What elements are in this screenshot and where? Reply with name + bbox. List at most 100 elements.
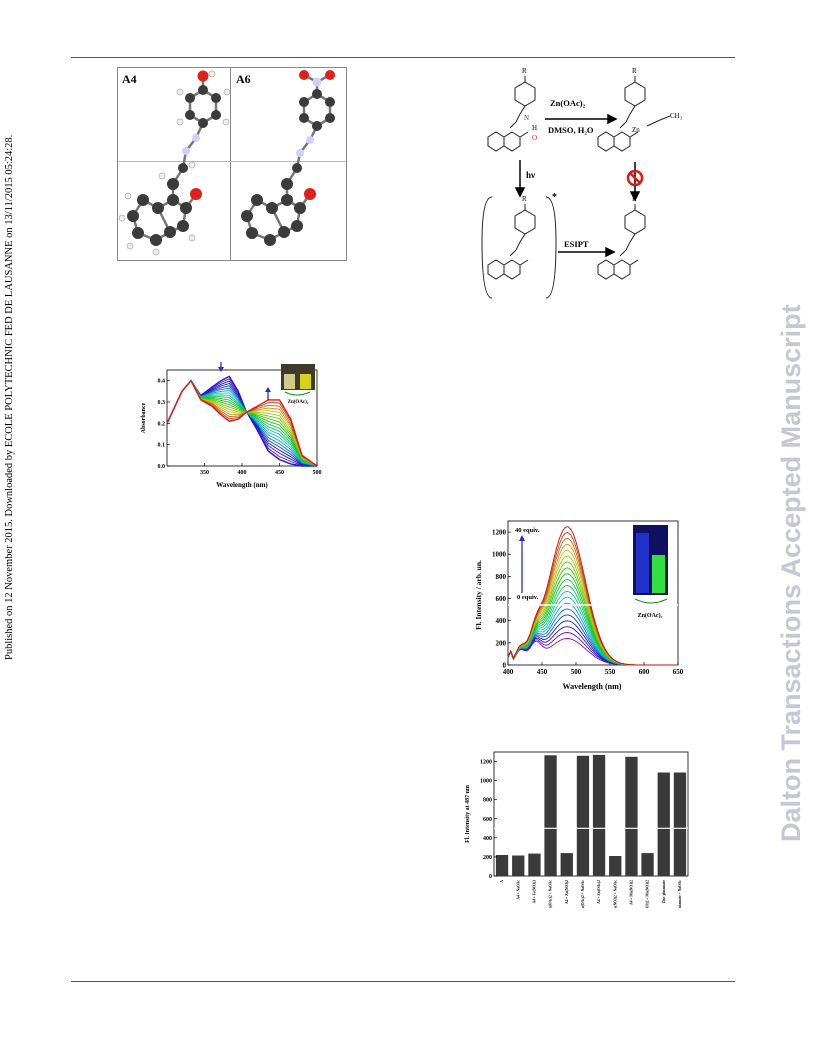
bar-category-label: A (500, 880, 504, 883)
prohibited-icon (626, 169, 644, 187)
fluorescence-ytick-label: 200 (496, 639, 507, 647)
absorbance-series-line (166, 379, 318, 467)
bar-ytick-label: 1000 (480, 779, 492, 785)
fluorescence-xtick-label: 550 (605, 668, 616, 676)
scheme-reagent-zn: Zn(OAc)₂ (550, 98, 586, 108)
bar-ytick-label: 200 (483, 855, 492, 861)
absorbance-series-line (166, 379, 318, 467)
absorbance-series-line (166, 379, 318, 467)
bar (576, 755, 590, 876)
fluorescence-inset-label: Zn(OAc)₂ (638, 612, 663, 619)
bar-category-label: A4 + Zn(OAc)2 + NaOAc (581, 880, 585, 908)
bar (592, 754, 606, 876)
absorbance-series-line (166, 379, 318, 467)
absorbance-series-line (166, 379, 318, 467)
bar (528, 853, 541, 876)
fluorescence-plot-frame (507, 520, 679, 666)
scheme-excited-star: * (552, 192, 557, 203)
absorbance-xtick-label: 450 (275, 470, 284, 476)
bar-category-label: A4 + Zn(OAc)2 + NaOAc (549, 880, 553, 908)
structures-midline (118, 161, 346, 162)
structures-divider (230, 68, 231, 260)
fluorescence-annotation-top: 40 equiv. (515, 527, 540, 534)
absorbance-xlabel: Wavelength (nm) (216, 481, 268, 489)
fluorescence-series-group (507, 526, 677, 666)
scheme-r-label-3: R (522, 195, 527, 203)
bar-ylabel: Fl. Intensity at 487 nm (465, 785, 471, 843)
scheme-r-label-4: R (632, 195, 637, 203)
bar (625, 756, 638, 876)
bar (512, 855, 525, 876)
bar (544, 755, 557, 876)
fluorescence-xlabel: Wavelength (nm) (563, 682, 622, 691)
fluorescence-xtick-label: 400 (503, 668, 514, 676)
absorbance-ytick-label: 0.4 (158, 379, 166, 385)
bar-ytick-label: 600 (483, 817, 492, 823)
bar (673, 772, 687, 876)
fluorescence-chart: 400 450 500 550 600 650020040060080010001200 … (474, 520, 684, 691)
structure-label-a4: A4 (122, 72, 137, 86)
scheme-r-label-1: R (522, 67, 527, 75)
bar-category-label: A4 + Zn(NO3)2 + Mn(NO3)2 (646, 880, 650, 908)
bar (657, 772, 670, 876)
absorbance-series-line (166, 379, 318, 467)
footer-rule (71, 981, 735, 982)
fluorescence-ytick-label: 0 (503, 662, 507, 670)
absorbance-series-line (166, 379, 318, 467)
absorbance-series-line (166, 379, 318, 467)
bar (495, 855, 509, 876)
bar (641, 853, 654, 876)
header-rule (71, 57, 735, 58)
scheme-zn-label: Zn (632, 126, 640, 134)
fluorescence-xtick-label: 600 (639, 668, 650, 676)
reaction-scheme: R R R R N O H Zn CH₃ Zn(OAc)₂ DMSO, H₂O … (481, 67, 683, 299)
bar-ticks: 0 200 400 600 800 1000 1200 (480, 760, 497, 880)
bar-ytick-label: 400 (483, 836, 492, 842)
absorbance-series-line (166, 379, 318, 467)
absorbance-ytick-label: 0.2 (158, 421, 166, 427)
absorbance-ytick-label: 0.1 (158, 443, 166, 449)
absorbance-series-line (166, 379, 318, 467)
absorbance-xtick-label: 500 (313, 470, 322, 476)
fluorescence-series-line (507, 526, 677, 666)
scheme-n-label: N (524, 114, 529, 122)
absorbance-inset-label: Zn(OAc)₂ (288, 400, 309, 405)
fluorescence-ytick-label: 800 (496, 573, 507, 581)
bar-plot-frame (493, 751, 689, 877)
absorbance-series-line (166, 379, 318, 467)
molecule-ball-and-stick (118, 70, 335, 256)
absorbance-series-line (166, 379, 318, 467)
fluorescence-xtick-label: 500 (571, 668, 582, 676)
fluorescence-inset-photo (633, 525, 668, 604)
absorbance-series-group (166, 375, 318, 467)
absorbance-ticks: 350 400 450 500 0.0 0.1 0.2 0.3 0.4 (158, 379, 322, 476)
structure-label-a6: A6 (236, 72, 251, 86)
fluorescence-ytick-label: 400 (496, 617, 507, 625)
absorbance-ylabel: Absorbance (141, 402, 147, 433)
bar-category-label: A4 + Mn(NO3)2 (629, 880, 633, 905)
scheme-o-label: O (532, 134, 537, 142)
bar-category-label: Zinc glutamate (662, 880, 666, 904)
structures-figure: A4 A6 (117, 67, 347, 261)
bar-category-label: A4 + Zn(OAc)2 (597, 880, 601, 904)
fluorescence-ytick-label: 1000 (492, 551, 507, 559)
scheme-esipt-label: ESIPT (564, 239, 589, 249)
bar-ytick-label: 800 (483, 798, 492, 804)
absorbance-ytick-label: 0.3 (158, 400, 166, 406)
absorbance-series-line (166, 379, 318, 467)
fluorescence-xtick-label: 650 (673, 668, 684, 676)
bar-chart: A A4 + NaOAc A4 + Fe(NO3)3 A4 + Zn(OAc)2 + … (465, 751, 689, 908)
fluorescence-ytick-label: 1200 (492, 529, 507, 537)
bar-ytick-label: 0 (489, 874, 492, 880)
fluorescence-xtick-label: 450 (537, 668, 548, 676)
absorbance-chart: 350 400 450 500 0.0 0.1 0.2 0.3 0.4 Wavelength (… (141, 362, 322, 489)
scheme-r-label-2: R (632, 67, 637, 75)
bar-category-label: A4 + NaOAc (516, 880, 520, 900)
scheme-h-label: H (532, 124, 537, 132)
bar-category-label: Zinc glutamate + NaOAc (678, 880, 682, 908)
absorbance-inset-photo (281, 364, 315, 396)
absorbance-series-line (166, 379, 318, 467)
fluorescence-ylabel: Fl. Intensity / arb. un. (474, 560, 483, 630)
absorbance-xtick-label: 400 (238, 470, 247, 476)
publication-notice: Published on 12 November 2015. Downloade… (4, 134, 15, 660)
